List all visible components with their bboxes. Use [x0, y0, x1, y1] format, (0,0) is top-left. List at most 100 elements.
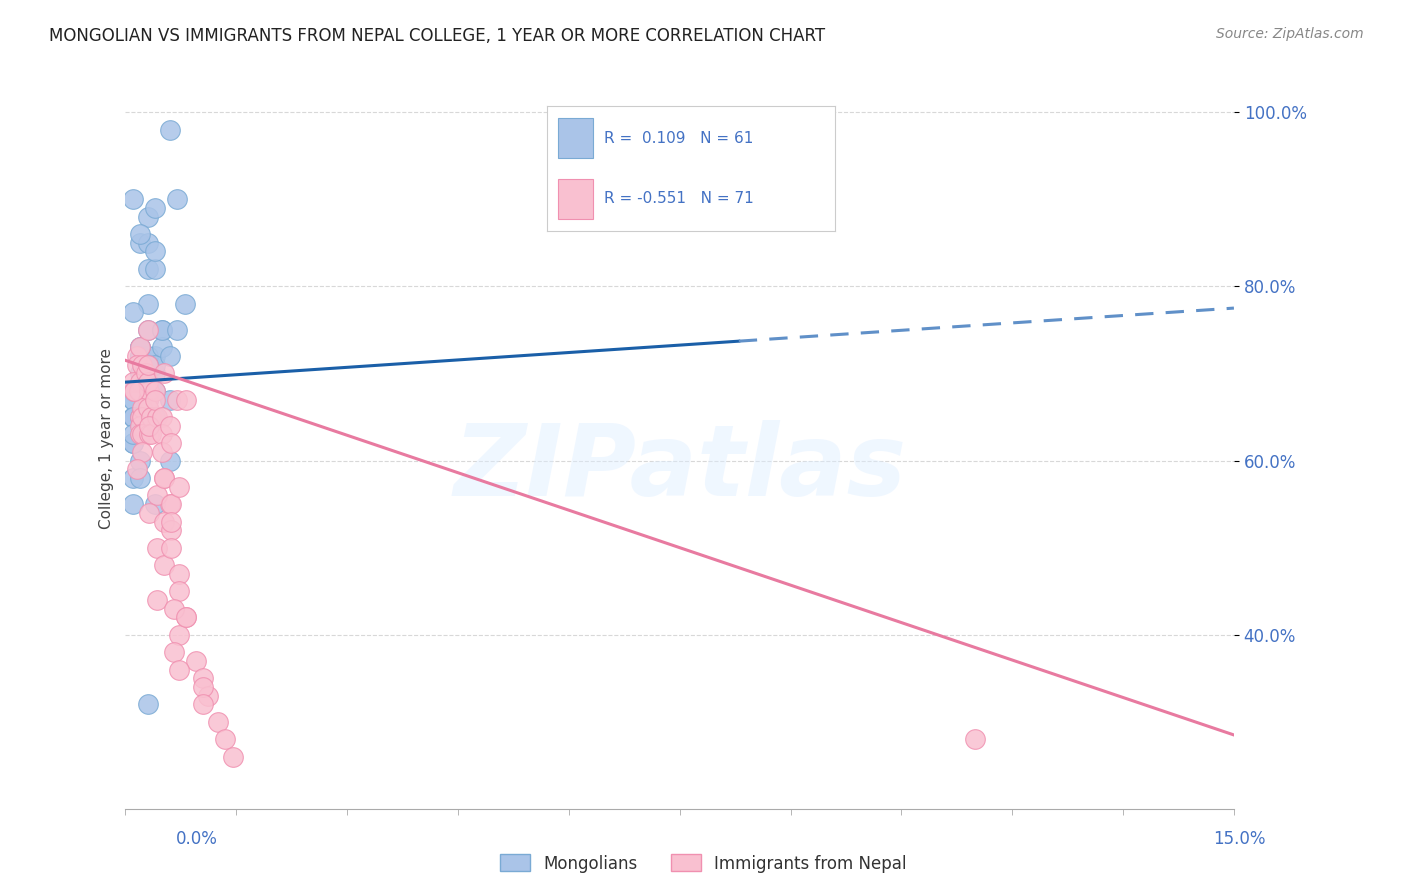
- Point: [129, 418, 152, 433]
- Point: [143, 384, 166, 398]
- Point: [152, 323, 174, 337]
- Point: [160, 541, 183, 555]
- Point: [121, 436, 143, 450]
- Point: [174, 392, 197, 407]
- Point: [152, 409, 174, 424]
- Point: [153, 558, 176, 572]
- Y-axis label: College, 1 year or more: College, 1 year or more: [100, 348, 114, 529]
- Point: [129, 227, 152, 241]
- Point: [129, 409, 152, 424]
- Point: [166, 392, 188, 407]
- Point: [152, 340, 174, 354]
- Point: [121, 384, 143, 398]
- Point: [124, 384, 146, 398]
- Point: [124, 384, 146, 398]
- Point: [132, 367, 155, 381]
- Point: [136, 210, 159, 224]
- Point: [129, 409, 152, 424]
- Point: [131, 401, 153, 416]
- Point: [129, 375, 152, 389]
- Point: [138, 418, 160, 433]
- Point: [136, 235, 159, 250]
- Point: [136, 401, 159, 416]
- Point: [121, 392, 143, 407]
- Point: [174, 610, 197, 624]
- Point: [136, 297, 159, 311]
- Point: [136, 323, 159, 337]
- Point: [166, 323, 188, 337]
- Point: [143, 367, 166, 381]
- Point: [159, 497, 181, 511]
- Point: [131, 358, 153, 372]
- Point: [143, 244, 166, 259]
- Point: [129, 384, 152, 398]
- Point: [167, 628, 190, 642]
- Point: [159, 418, 181, 433]
- Point: [129, 427, 152, 442]
- Point: [167, 480, 190, 494]
- Point: [159, 349, 181, 363]
- Point: [136, 401, 159, 416]
- Point: [121, 192, 143, 206]
- Point: [153, 471, 176, 485]
- Point: [121, 409, 143, 424]
- Point: [143, 392, 166, 407]
- Point: [207, 714, 229, 729]
- Point: [143, 384, 166, 398]
- Point: [965, 732, 987, 747]
- Point: [121, 497, 143, 511]
- Text: Source: ZipAtlas.com: Source: ZipAtlas.com: [1216, 27, 1364, 41]
- Point: [167, 566, 190, 581]
- Point: [145, 541, 167, 555]
- Text: 0.0%: 0.0%: [176, 830, 218, 847]
- Point: [153, 471, 176, 485]
- Point: [143, 201, 166, 215]
- Point: [166, 192, 188, 206]
- Point: [152, 427, 174, 442]
- Point: [191, 698, 214, 712]
- Point: [197, 689, 219, 703]
- Point: [167, 663, 190, 677]
- Point: [143, 497, 166, 511]
- Point: [141, 427, 163, 442]
- Point: [136, 358, 159, 372]
- Point: [125, 358, 148, 372]
- Point: [129, 367, 152, 381]
- Point: [143, 349, 166, 363]
- Point: [160, 515, 183, 529]
- Point: [129, 340, 152, 354]
- Point: [121, 427, 143, 442]
- Point: [145, 409, 167, 424]
- Point: [174, 610, 197, 624]
- Point: [136, 384, 159, 398]
- Point: [129, 349, 152, 363]
- Point: [136, 375, 159, 389]
- Point: [121, 436, 143, 450]
- Point: [121, 409, 143, 424]
- Point: [121, 305, 143, 319]
- Text: 15.0%: 15.0%: [1213, 830, 1265, 847]
- Point: [191, 680, 214, 694]
- Point: [159, 122, 181, 136]
- Point: [159, 453, 181, 467]
- Point: [184, 654, 207, 668]
- Point: [143, 409, 166, 424]
- Point: [121, 409, 143, 424]
- Point: [152, 323, 174, 337]
- Point: [173, 297, 195, 311]
- Legend: Mongolians, Immigrants from Nepal: Mongolians, Immigrants from Nepal: [494, 847, 912, 880]
- Point: [121, 384, 143, 398]
- Point: [152, 445, 174, 459]
- Point: [138, 506, 160, 520]
- Point: [121, 375, 143, 389]
- Point: [136, 698, 159, 712]
- Point: [136, 392, 159, 407]
- Point: [131, 409, 153, 424]
- Point: [143, 261, 166, 276]
- Point: [159, 392, 181, 407]
- Point: [121, 471, 143, 485]
- Point: [221, 749, 243, 764]
- Point: [145, 593, 167, 607]
- Point: [129, 427, 152, 442]
- Point: [129, 340, 152, 354]
